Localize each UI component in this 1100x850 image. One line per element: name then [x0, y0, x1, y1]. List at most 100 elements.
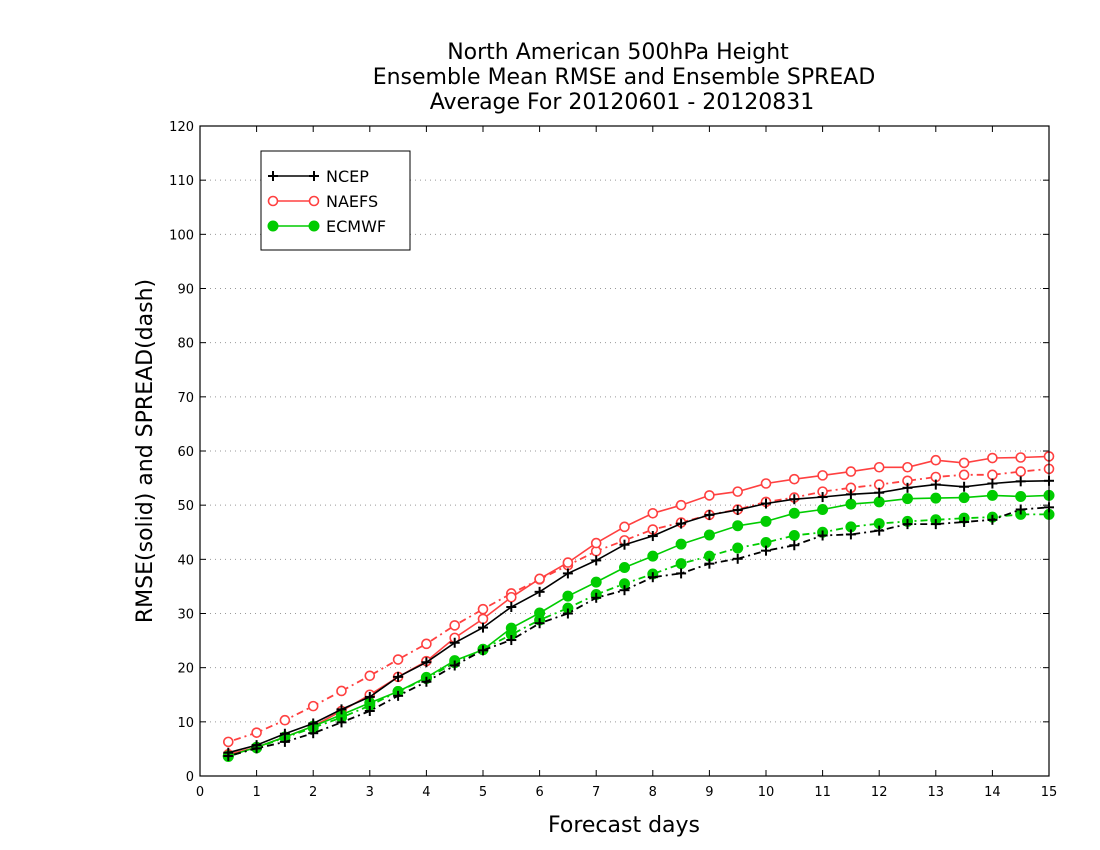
data-point-naefs-rmse: [1015, 452, 1027, 463]
data-point-ncep-spread: [534, 618, 545, 629]
data-point-naefs-rmse: [987, 452, 998, 464]
data-point-ecmwf-rmse: [675, 538, 687, 550]
legend-marker: [308, 195, 320, 207]
x-tick-label: 4: [422, 785, 430, 800]
data-point-ncep-rmse: [534, 586, 545, 597]
legend-marker: [308, 220, 320, 232]
legend-marker: [268, 171, 278, 181]
data-point-ncep-spread: [817, 530, 828, 541]
data-point-naefs-spread: [279, 714, 291, 726]
y-tick-label: 110: [169, 174, 194, 189]
data-point-ncep-rmse: [647, 531, 658, 542]
x-tick-label: 0: [196, 785, 204, 800]
data-point-ncep-rmse: [449, 637, 460, 648]
legend-item-ncep: NCEP: [268, 167, 369, 186]
data-point-ecmwf-rmse: [873, 496, 885, 508]
data-point-naefs-rmse: [732, 486, 744, 497]
data-point-ecmwf-rmse: [788, 507, 800, 519]
legend-label: ECMWF: [326, 217, 386, 236]
x-tick-label: 14: [984, 785, 1001, 800]
data-point-ncep-spread: [449, 660, 460, 671]
x-tick-label: 8: [649, 785, 657, 800]
data-point-ncep-rmse: [619, 539, 630, 550]
data-point-ncep-spread: [930, 519, 941, 530]
data-point-naefs-rmse: [675, 499, 687, 511]
data-point-ncep-spread: [478, 645, 488, 656]
data-point-ecmwf-rmse: [902, 493, 913, 505]
data-point-ncep-rmse: [987, 478, 998, 489]
data-point-ncep-rmse: [421, 657, 432, 668]
data-point-ncep-rmse: [393, 671, 404, 682]
data-point-naefs-spread: [336, 685, 347, 697]
data-point-ecmwf-rmse: [958, 492, 970, 504]
data-point-ncep-spread: [845, 529, 856, 540]
series-ecmwf-spread: [222, 508, 1055, 762]
data-point-ncep-rmse: [817, 492, 828, 503]
data-point-ecmwf-rmse: [562, 590, 574, 602]
data-point-ncep-rmse: [959, 481, 970, 492]
data-point-ecmwf-rmse: [930, 492, 942, 504]
data-point-ecmwf-rmse: [534, 607, 546, 619]
data-point-ncep-spread: [732, 553, 743, 564]
legend-marker: [267, 220, 279, 232]
data-point-ncep-spread: [874, 525, 885, 536]
x-tick-label: 11: [814, 785, 831, 800]
x-tick-label: 7: [592, 785, 600, 800]
data-point-naefs-spread: [1015, 466, 1027, 477]
data-point-ncep-rmse: [251, 740, 262, 751]
data-point-ncep-spread: [959, 516, 970, 527]
x-tick-label: 15: [1041, 785, 1058, 800]
y-axis-ticks: 0 10 20 30 40 50 60 70 80 90 100 110 120: [169, 120, 1049, 785]
data-point-ncep-spread: [308, 728, 319, 739]
y-axis-label: RMSE(solid) and SPREAD(dash): [133, 279, 158, 623]
legend-item-ecmwf: ECMWF: [267, 217, 386, 236]
data-point-ncep-spread: [619, 585, 630, 596]
plot-frame: [199, 125, 1050, 777]
y-tick-label: 90: [177, 283, 194, 298]
data-point-ncep-spread: [761, 545, 771, 556]
data-point-ecmwf-spread: [732, 542, 744, 554]
data-point-ncep-rmse: [279, 728, 290, 739]
chart-title: North American 500hPa Height Ensemble Me…: [373, 40, 876, 115]
y-tick-label: 10: [177, 716, 194, 731]
data-point-ncep-spread: [902, 519, 913, 530]
data-point-naefs-rmse: [505, 591, 517, 603]
data-point-ncep-rmse: [478, 622, 488, 633]
data-point-naefs-spread: [987, 469, 998, 481]
data-point-ncep-rmse: [845, 489, 856, 500]
data-point-ncep-spread: [364, 706, 375, 716]
x-axis-label: Forecast days: [548, 813, 700, 838]
x-tick-label: 1: [252, 785, 260, 800]
data-point-ncep-rmse: [308, 718, 319, 729]
data-point-naefs-rmse: [788, 473, 800, 485]
data-point-naefs-rmse: [845, 466, 857, 477]
data-point-naefs-spread: [449, 620, 461, 631]
data-point-ncep-rmse: [789, 494, 800, 505]
y-tick-label: 40: [177, 553, 194, 568]
y-tick-label: 100: [169, 228, 194, 243]
title-line-1: North American 500hPa Height: [447, 40, 789, 65]
data-point-ncep-rmse: [562, 568, 573, 579]
data-point-naefs-rmse: [590, 537, 602, 549]
legend-item-naefs: NAEFS: [267, 192, 378, 211]
data-point-ncep-rmse: [506, 602, 517, 612]
series-naefs-spread: [223, 463, 1055, 748]
x-tick-label: 5: [479, 785, 487, 800]
data-point-naefs-rmse: [562, 557, 574, 568]
legend-marker: [309, 171, 319, 181]
legend-marker: [267, 195, 279, 207]
x-tick-label: 12: [871, 785, 888, 800]
data-point-ncep-spread: [676, 568, 687, 579]
data-point-ncep-spread: [789, 540, 800, 551]
data-point-ncep-rmse: [930, 479, 941, 490]
data-point-naefs-rmse: [647, 507, 659, 519]
data-point-ecmwf-spread: [788, 530, 800, 541]
data-point-ncep-spread: [336, 717, 347, 728]
data-point-naefs-spread: [307, 700, 319, 712]
data-point-ecmwf-rmse: [845, 498, 857, 510]
data-point-ncep-rmse: [761, 498, 771, 509]
data-point-ecmwf-rmse: [505, 622, 517, 634]
data-point-ecmwf-rmse: [760, 515, 772, 527]
data-point-naefs-rmse: [817, 470, 828, 481]
data-point-ncep-spread: [591, 592, 602, 603]
